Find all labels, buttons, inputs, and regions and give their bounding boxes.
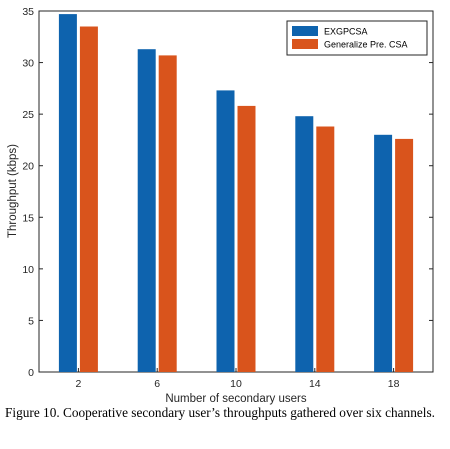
bar-generalize-pre-csa-10: [237, 105, 256, 373]
y-tick-label: 20: [22, 161, 34, 173]
x-tick-label: 2: [75, 378, 81, 390]
bar-chart: 2 6 10 14 18 0 5 10 15 20 25 30 35 Number of second…: [7, 6, 434, 405]
y-tick-label: 30: [22, 58, 34, 70]
y-tick-label: 0: [28, 367, 34, 379]
bar-exgpcsa-6: [137, 49, 156, 372]
y-axis-ticks: 0 5 10 15 20 25 30 35: [22, 6, 433, 379]
bars-group: [58, 14, 414, 373]
figure-caption: Figure 10. Cooperative secondary user’s …: [5, 405, 435, 420]
x-tick-label: 18: [388, 378, 400, 390]
legend-swatch: [292, 39, 318, 49]
legend-label: EXGPCSA: [324, 27, 368, 37]
bar-exgpcsa-10: [216, 90, 235, 373]
y-tick-label: 15: [22, 212, 34, 224]
legend-swatch: [292, 26, 318, 36]
bar-exgpcsa-2: [58, 14, 77, 372]
legend-label: Generalize Pre. CSA: [324, 40, 408, 50]
x-tick-label: 6: [154, 378, 160, 390]
bar-generalize-pre-csa-6: [158, 55, 177, 373]
x-axis-ticks: 2 6 10 14 18: [75, 368, 400, 390]
x-axis-label: Number of secondary users: [165, 393, 307, 405]
y-tick-label: 25: [22, 109, 34, 121]
y-tick-label: 10: [22, 264, 34, 276]
x-tick-label: 14: [309, 378, 321, 390]
y-tick-label: 5: [28, 315, 34, 327]
y-tick-label: 35: [22, 6, 34, 18]
bar-exgpcsa-18: [374, 134, 393, 372]
plot-area: [38, 10, 434, 373]
bar-generalize-pre-csa-14: [316, 126, 335, 372]
bar-generalize-pre-csa-2: [79, 26, 98, 372]
y-axis-label: Throughput (kbps): [7, 144, 19, 238]
legend: EXGPCSA Generalize Pre. CSA: [286, 20, 428, 56]
bar-exgpcsa-14: [295, 116, 314, 372]
bar-generalize-pre-csa-18: [395, 138, 414, 372]
x-tick-label: 10: [230, 378, 242, 390]
